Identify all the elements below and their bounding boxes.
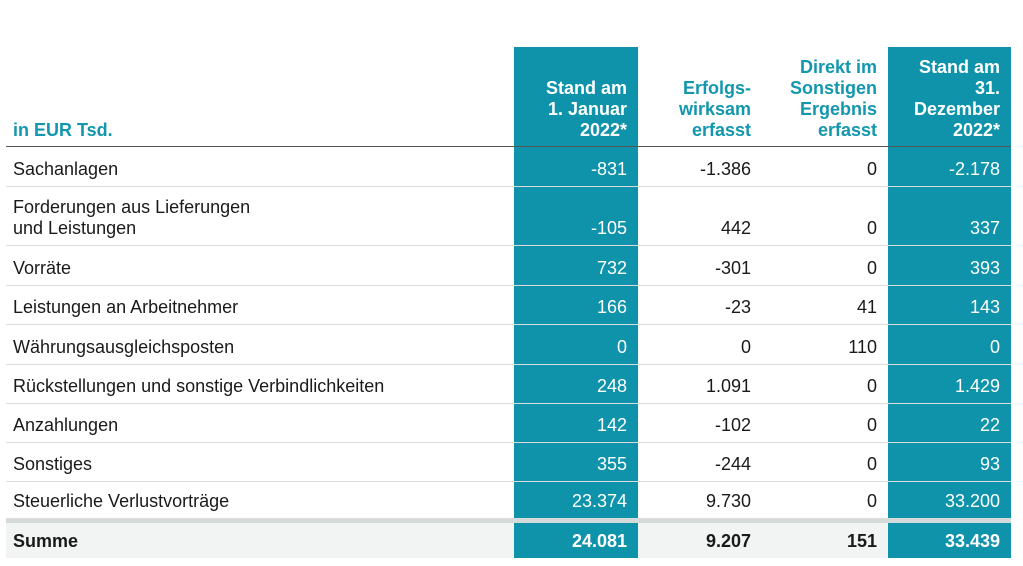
value-opening: 732 [514, 246, 638, 285]
value-profit-loss: -244 [714, 454, 751, 474]
value-oci: 0 [866, 491, 877, 511]
value-oci: 0 [866, 454, 877, 474]
value-closing: 1.429 [888, 365, 1011, 403]
value-oci: 0 [866, 159, 877, 179]
value-oci: 0 [866, 376, 877, 396]
row-label: Anzahlungen [13, 415, 119, 435]
value-closing: 22 [888, 404, 1011, 442]
value-oci: 0 [866, 218, 877, 238]
value-profit-loss: 1.091 [705, 376, 751, 396]
header-opening-balance: Stand am 1. Januar 2022* [514, 47, 638, 146]
value-oci: 0 [866, 258, 877, 278]
table-row: Vorräte 732 -301 0 393 [6, 246, 1011, 286]
row-label: Vorräte [13, 258, 72, 278]
table-header-row: in EUR Tsd. Stand am 1. Januar 2022* Erf… [6, 47, 1011, 147]
value-profit-loss: -23 [724, 297, 751, 317]
table-row: Sonstiges 355 -244 0 93 [6, 443, 1011, 482]
value-closing: 337 [888, 187, 1011, 245]
total-opening: 24.081 [514, 523, 638, 558]
total-label: Summe [13, 531, 79, 551]
total-row: Summe 24.081 9.207 151 33.439 [6, 519, 1011, 558]
value-profit-loss: -102 [714, 415, 751, 435]
row-label: Währungsausgleichsposten [13, 337, 235, 357]
value-opening: 355 [514, 443, 638, 481]
value-oci: 41 [856, 297, 877, 317]
value-profit-loss: -1.386 [699, 159, 751, 179]
value-closing: 93 [888, 443, 1011, 481]
total-profit-loss: 9.207 [705, 531, 751, 551]
value-profit-loss: -301 [714, 258, 751, 278]
row-label: Rückstellungen und sonstige Verbindlichk… [13, 376, 385, 396]
header-oci: Direkt im Sonstigen Ergebnis erfasst [789, 57, 877, 140]
row-label: Leistungen an Arbeitnehmer [13, 297, 239, 317]
table-row: Währungsausgleichsposten 0 0 110 0 [6, 325, 1011, 365]
value-closing: 0 [888, 325, 1011, 364]
value-opening: 142 [514, 404, 638, 442]
value-closing: 33.200 [888, 482, 1011, 518]
row-label: Steuerliche Verlustvorträge [13, 491, 230, 511]
value-oci: 0 [866, 415, 877, 435]
value-closing: 143 [888, 286, 1011, 324]
value-opening: 166 [514, 286, 638, 324]
total-oci: 151 [846, 531, 877, 551]
total-closing: 33.439 [888, 523, 1011, 558]
table-row: Anzahlungen 142 -102 0 22 [6, 404, 1011, 443]
header-closing-balance: Stand am 31. Dezember 2022* [888, 47, 1011, 146]
table-row: Steuerliche Verlustvorträge 23.374 9.730… [6, 482, 1011, 519]
header-profit-loss: Erfolgs- wirksam erfasst [678, 78, 751, 140]
table-row: Leistungen an Arbeitnehmer 166 -23 41 14… [6, 286, 1011, 325]
unit-label: in EUR Tsd. [13, 120, 113, 140]
value-opening: -105 [514, 187, 638, 245]
value-opening: 0 [514, 325, 638, 364]
value-profit-loss: 0 [740, 337, 751, 357]
table-row: Forderungen aus Lieferungen und Leistung… [6, 187, 1011, 246]
value-oci: 110 [848, 337, 877, 357]
row-label: Sachanlagen [13, 159, 119, 179]
row-label: Sonstiges [13, 454, 93, 474]
table-row: Sachanlagen -831 -1.386 0 -2.178 [6, 147, 1011, 187]
value-profit-loss: 9.730 [705, 491, 751, 511]
row-label: Forderungen aus Lieferungen und Leistung… [13, 197, 251, 238]
table-row: Rückstellungen und sonstige Verbindlichk… [6, 365, 1011, 404]
value-opening: -831 [514, 147, 638, 186]
value-opening: 248 [514, 365, 638, 403]
value-closing: -2.178 [888, 147, 1011, 186]
value-profit-loss: 442 [720, 218, 751, 238]
value-closing: 393 [888, 246, 1011, 285]
value-opening: 23.374 [514, 482, 638, 518]
